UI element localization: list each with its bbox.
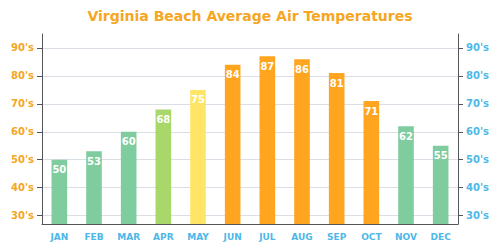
svg-text:40's: 40's (466, 182, 489, 193)
svg-text:70's: 70's (11, 98, 34, 109)
svg-text:60: 60 (122, 136, 136, 147)
svg-text:80's: 80's (466, 70, 489, 81)
svg-text:NOV: NOV (395, 232, 417, 242)
svg-text:90's: 90's (11, 42, 34, 53)
svg-text:80's: 80's (11, 70, 34, 81)
svg-text:60's: 60's (11, 126, 34, 137)
svg-text:70's: 70's (466, 98, 489, 109)
svg-text:OCT: OCT (361, 232, 382, 242)
svg-text:APR: APR (153, 232, 174, 242)
svg-text:87: 87 (260, 61, 274, 72)
svg-text:JUN: JUN (223, 232, 242, 242)
svg-text:DEC: DEC (431, 232, 452, 242)
svg-text:84: 84 (226, 69, 240, 80)
svg-text:50's: 50's (11, 154, 34, 165)
svg-text:53: 53 (87, 156, 101, 167)
svg-text:90's: 90's (466, 42, 489, 53)
svg-text:68: 68 (156, 114, 170, 125)
svg-text:30's: 30's (11, 210, 34, 221)
svg-text:62: 62 (399, 131, 413, 142)
svg-text:30's: 30's (466, 210, 489, 221)
svg-text:81: 81 (330, 78, 344, 89)
svg-text:75: 75 (191, 94, 205, 105)
svg-text:SEP: SEP (327, 232, 347, 242)
svg-text:55: 55 (434, 150, 448, 161)
svg-text:71: 71 (364, 106, 378, 117)
svg-text:JUL: JUL (258, 232, 276, 242)
svg-text:Virginia Beach Average Air Tem: Virginia Beach Average Air Temperatures (87, 8, 412, 24)
svg-text:86: 86 (295, 64, 309, 75)
svg-text:JAN: JAN (49, 232, 68, 242)
svg-text:AUG: AUG (291, 232, 312, 242)
svg-text:50's: 50's (466, 154, 489, 165)
svg-text:60's: 60's (466, 126, 489, 137)
svg-text:50: 50 (52, 164, 66, 175)
svg-text:MAR: MAR (117, 232, 140, 242)
svg-text:FEB: FEB (84, 232, 103, 242)
svg-text:MAY: MAY (187, 232, 209, 242)
svg-text:40's: 40's (11, 182, 34, 193)
